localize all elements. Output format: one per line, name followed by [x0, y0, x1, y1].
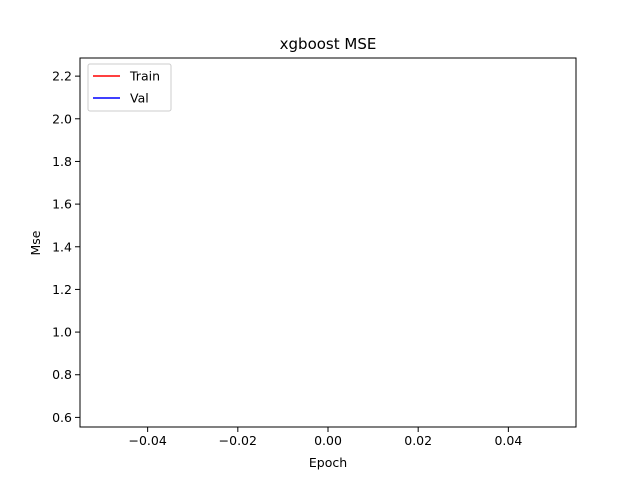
x-tick-label: −0.02 [219, 433, 257, 448]
x-tick-label: 0.04 [494, 433, 522, 448]
y-tick-label: 0.8 [52, 367, 72, 382]
plot-frame [79, 57, 577, 428]
legend-label: Val [130, 91, 149, 106]
y-tick-label: 2.2 [52, 69, 72, 84]
plot-area [79, 57, 577, 428]
x-tick-label: −0.04 [128, 433, 166, 448]
y-tick-label: 1.8 [52, 154, 72, 169]
x-axis: −0.04 −0.02 0.00 0.02 0.04 [128, 427, 522, 448]
y-tick-label: 1.0 [52, 325, 72, 340]
y-tick-label: 2.0 [52, 111, 72, 126]
y-axis: 0.6 0.8 1.0 1.2 1.4 1.6 1.8 2.0 2.2 [52, 69, 80, 425]
y-tick-label: 0.6 [52, 410, 72, 425]
x-axis-label: Epoch [309, 455, 347, 470]
legend: Train Val [87, 63, 172, 112]
chart-title: xgboost MSE [280, 35, 377, 53]
y-axis-label: Mse [28, 230, 43, 255]
y-tick-label: 1.4 [52, 239, 72, 254]
legend-label: Train [129, 69, 160, 84]
y-tick-label: 1.2 [52, 282, 72, 297]
x-tick-label: 0.02 [404, 433, 432, 448]
x-tick-label: 0.00 [314, 433, 342, 448]
y-tick-label: 1.6 [52, 197, 72, 212]
